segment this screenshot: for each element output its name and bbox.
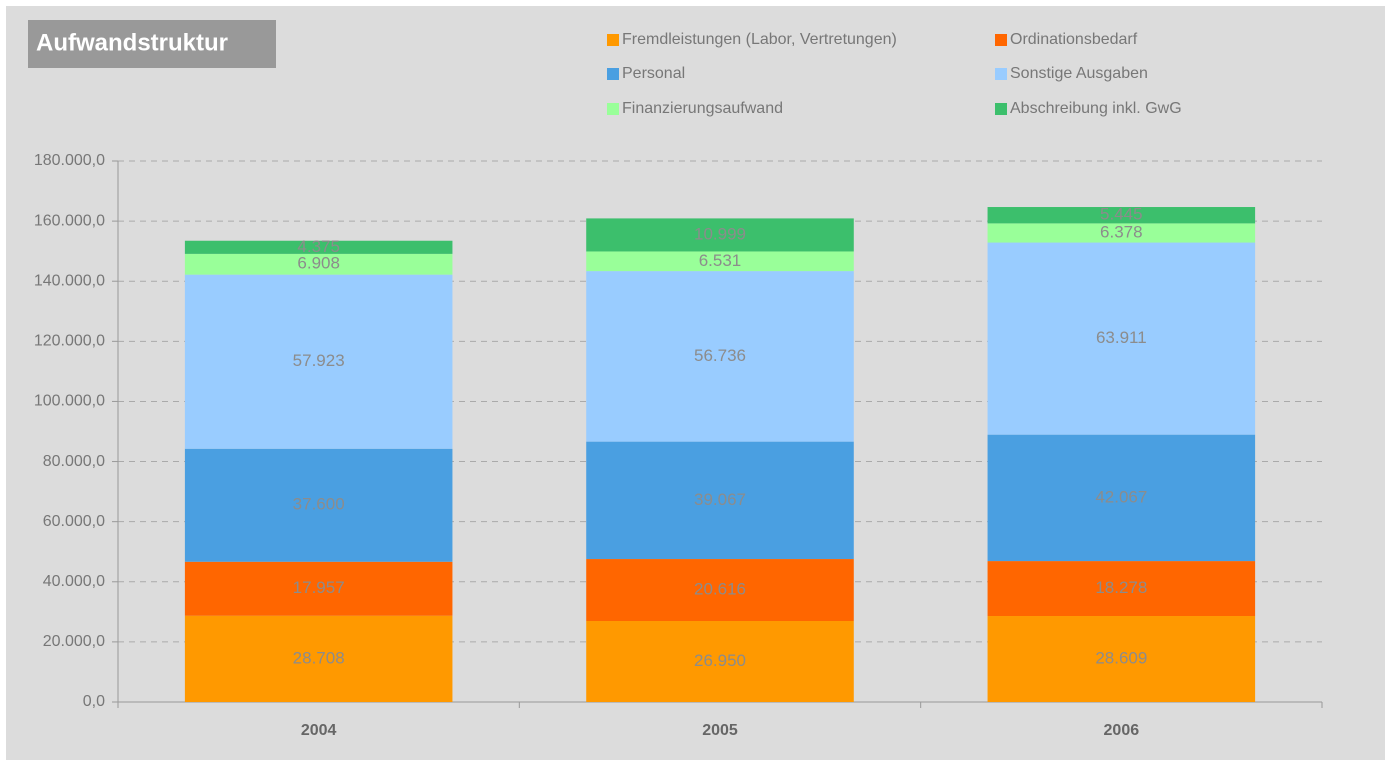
value-label: 20.616 xyxy=(694,580,746,599)
bar-segment xyxy=(586,251,854,272)
bar-segment xyxy=(987,207,1256,224)
y-tick-label: 120.000,0 xyxy=(34,333,105,350)
value-label: 42.067 xyxy=(1095,487,1147,506)
legend-swatch xyxy=(607,103,619,115)
value-label: 10.999 xyxy=(694,224,746,243)
legend-label: Abschreibung inkl. GwG xyxy=(1010,100,1182,117)
x-tick-label: 2006 xyxy=(1104,722,1140,739)
y-tick-label: 100.000,0 xyxy=(34,393,105,410)
bar-segment xyxy=(184,240,453,254)
value-label: 6.531 xyxy=(699,251,742,270)
value-label: 63.911 xyxy=(1096,328,1147,347)
bar-segment xyxy=(987,616,1256,702)
legend-swatch xyxy=(995,103,1007,115)
legend-label: Ordinationsbedarf xyxy=(1010,31,1138,48)
value-label: 17.957 xyxy=(293,578,345,597)
y-tick-label: 0,0 xyxy=(83,693,105,710)
bar-segment xyxy=(586,559,854,622)
y-tick-label: 80.000,0 xyxy=(43,453,105,470)
y-tick-label: 20.000,0 xyxy=(43,633,105,650)
value-label: 18.278 xyxy=(1095,578,1147,597)
legend-label: Fremdleistungen (Labor, Vertretungen) xyxy=(622,31,897,48)
x-tick-label: 2005 xyxy=(702,722,738,739)
bar-segment xyxy=(184,448,453,562)
value-label: 28.708 xyxy=(293,648,345,667)
legend-swatch xyxy=(607,34,619,46)
y-tick-label: 160.000,0 xyxy=(34,212,105,229)
y-tick-label: 180.000,0 xyxy=(34,152,105,169)
bar-segment xyxy=(586,621,854,702)
value-label: 4.375 xyxy=(297,237,340,256)
bar-segment xyxy=(987,242,1256,435)
bar-segment xyxy=(987,434,1256,562)
value-label: 28.609 xyxy=(1095,648,1147,667)
value-label: 5.445 xyxy=(1100,205,1143,224)
legend-label: Finanzierungsaufwand xyxy=(622,100,783,117)
y-tick-label: 140.000,0 xyxy=(34,272,105,289)
bar-segment xyxy=(184,615,453,702)
y-tick-label: 40.000,0 xyxy=(43,573,105,590)
value-label: 57.923 xyxy=(293,351,345,370)
bar-segment xyxy=(586,441,854,560)
value-label: 56.736 xyxy=(694,346,746,365)
chart-title: Aufwandstruktur xyxy=(36,29,228,56)
value-label: 6.908 xyxy=(297,254,340,273)
bar-segment xyxy=(987,561,1256,617)
legend-label: Sonstige Ausgaben xyxy=(1010,65,1148,82)
value-label: 6.378 xyxy=(1100,222,1143,241)
bar-segment xyxy=(184,253,453,275)
value-label: 37.600 xyxy=(293,495,345,514)
legend-swatch xyxy=(607,68,619,80)
x-tick-label: 2004 xyxy=(301,722,337,739)
legend-swatch xyxy=(995,68,1007,80)
y-tick-label: 60.000,0 xyxy=(43,513,105,530)
bar-segment xyxy=(184,561,453,616)
title-box xyxy=(28,20,276,68)
value-label: 39.067 xyxy=(694,490,746,509)
bar-segment xyxy=(586,218,854,252)
legend-swatch xyxy=(995,34,1007,46)
bar-segment xyxy=(987,223,1256,243)
bar-segment xyxy=(586,271,854,442)
legend-label: Personal xyxy=(622,65,685,82)
bar-segment xyxy=(184,274,453,449)
value-label: 26.950 xyxy=(694,651,746,670)
